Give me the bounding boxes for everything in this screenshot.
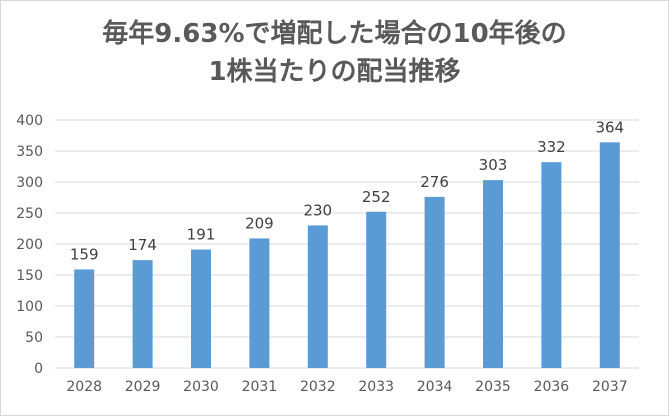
data-label: 276 — [420, 173, 449, 191]
data-label: 174 — [128, 236, 157, 254]
bar — [424, 196, 445, 368]
y-tick-label: 250 — [16, 206, 43, 222]
data-label: 364 — [595, 118, 624, 136]
x-tick-label: 2037 — [592, 379, 628, 395]
bar — [307, 225, 328, 368]
x-tick-label: 2031 — [242, 379, 278, 395]
bar — [191, 249, 211, 368]
chart-title-line-2: 1株当たりの配当推移 — [208, 57, 461, 87]
bar — [74, 269, 95, 368]
bar — [249, 238, 270, 368]
bars — [74, 142, 620, 368]
x-tick-label: 2035 — [475, 379, 511, 395]
y-tick-label: 0 — [34, 361, 43, 377]
y-tick-label: 150 — [16, 268, 43, 284]
bar — [366, 211, 387, 368]
y-tick-label: 350 — [16, 144, 43, 160]
y-axis-ticks: 0 50 100 150 200 250 300 350 400 — [16, 113, 43, 377]
x-tick-label: 2030 — [183, 379, 219, 395]
y-tick-label: 100 — [16, 299, 43, 315]
data-label: 191 — [187, 226, 216, 244]
y-tick-label: 300 — [16, 175, 43, 191]
chart-title-line-1: 毎年9.63%で増配した場合の10年後の — [102, 19, 567, 49]
x-axis-ticks: 2028 2029 2030 2031 2032 2033 2034 2035 2036 2037 — [66, 379, 627, 395]
bar — [599, 142, 620, 368]
x-tick-label: 2032 — [300, 379, 336, 395]
x-tick-label: 2036 — [534, 379, 570, 395]
bar — [483, 180, 503, 368]
data-label: 230 — [303, 201, 332, 219]
data-label: 209 — [245, 214, 274, 232]
x-tick-label: 2029 — [125, 379, 161, 395]
bar — [132, 260, 153, 368]
chart-title: 毎年9.63%で増配した場合の10年後の 1株当たりの配当推移 — [1, 15, 668, 91]
x-tick-label: 2033 — [358, 379, 394, 395]
x-tick-label: 2028 — [66, 379, 102, 395]
data-labels: 159 174 191 209 230 252 276 303 332 364 — [70, 118, 624, 263]
data-label: 159 — [70, 245, 99, 263]
data-label: 332 — [537, 138, 566, 156]
y-tick-label: 400 — [16, 113, 43, 129]
x-tick-label: 2034 — [417, 379, 453, 395]
bar — [541, 162, 562, 368]
y-tick-label: 50 — [25, 330, 43, 346]
data-label: 303 — [479, 156, 508, 174]
data-label: 252 — [362, 188, 391, 206]
y-tick-label: 200 — [16, 237, 43, 253]
